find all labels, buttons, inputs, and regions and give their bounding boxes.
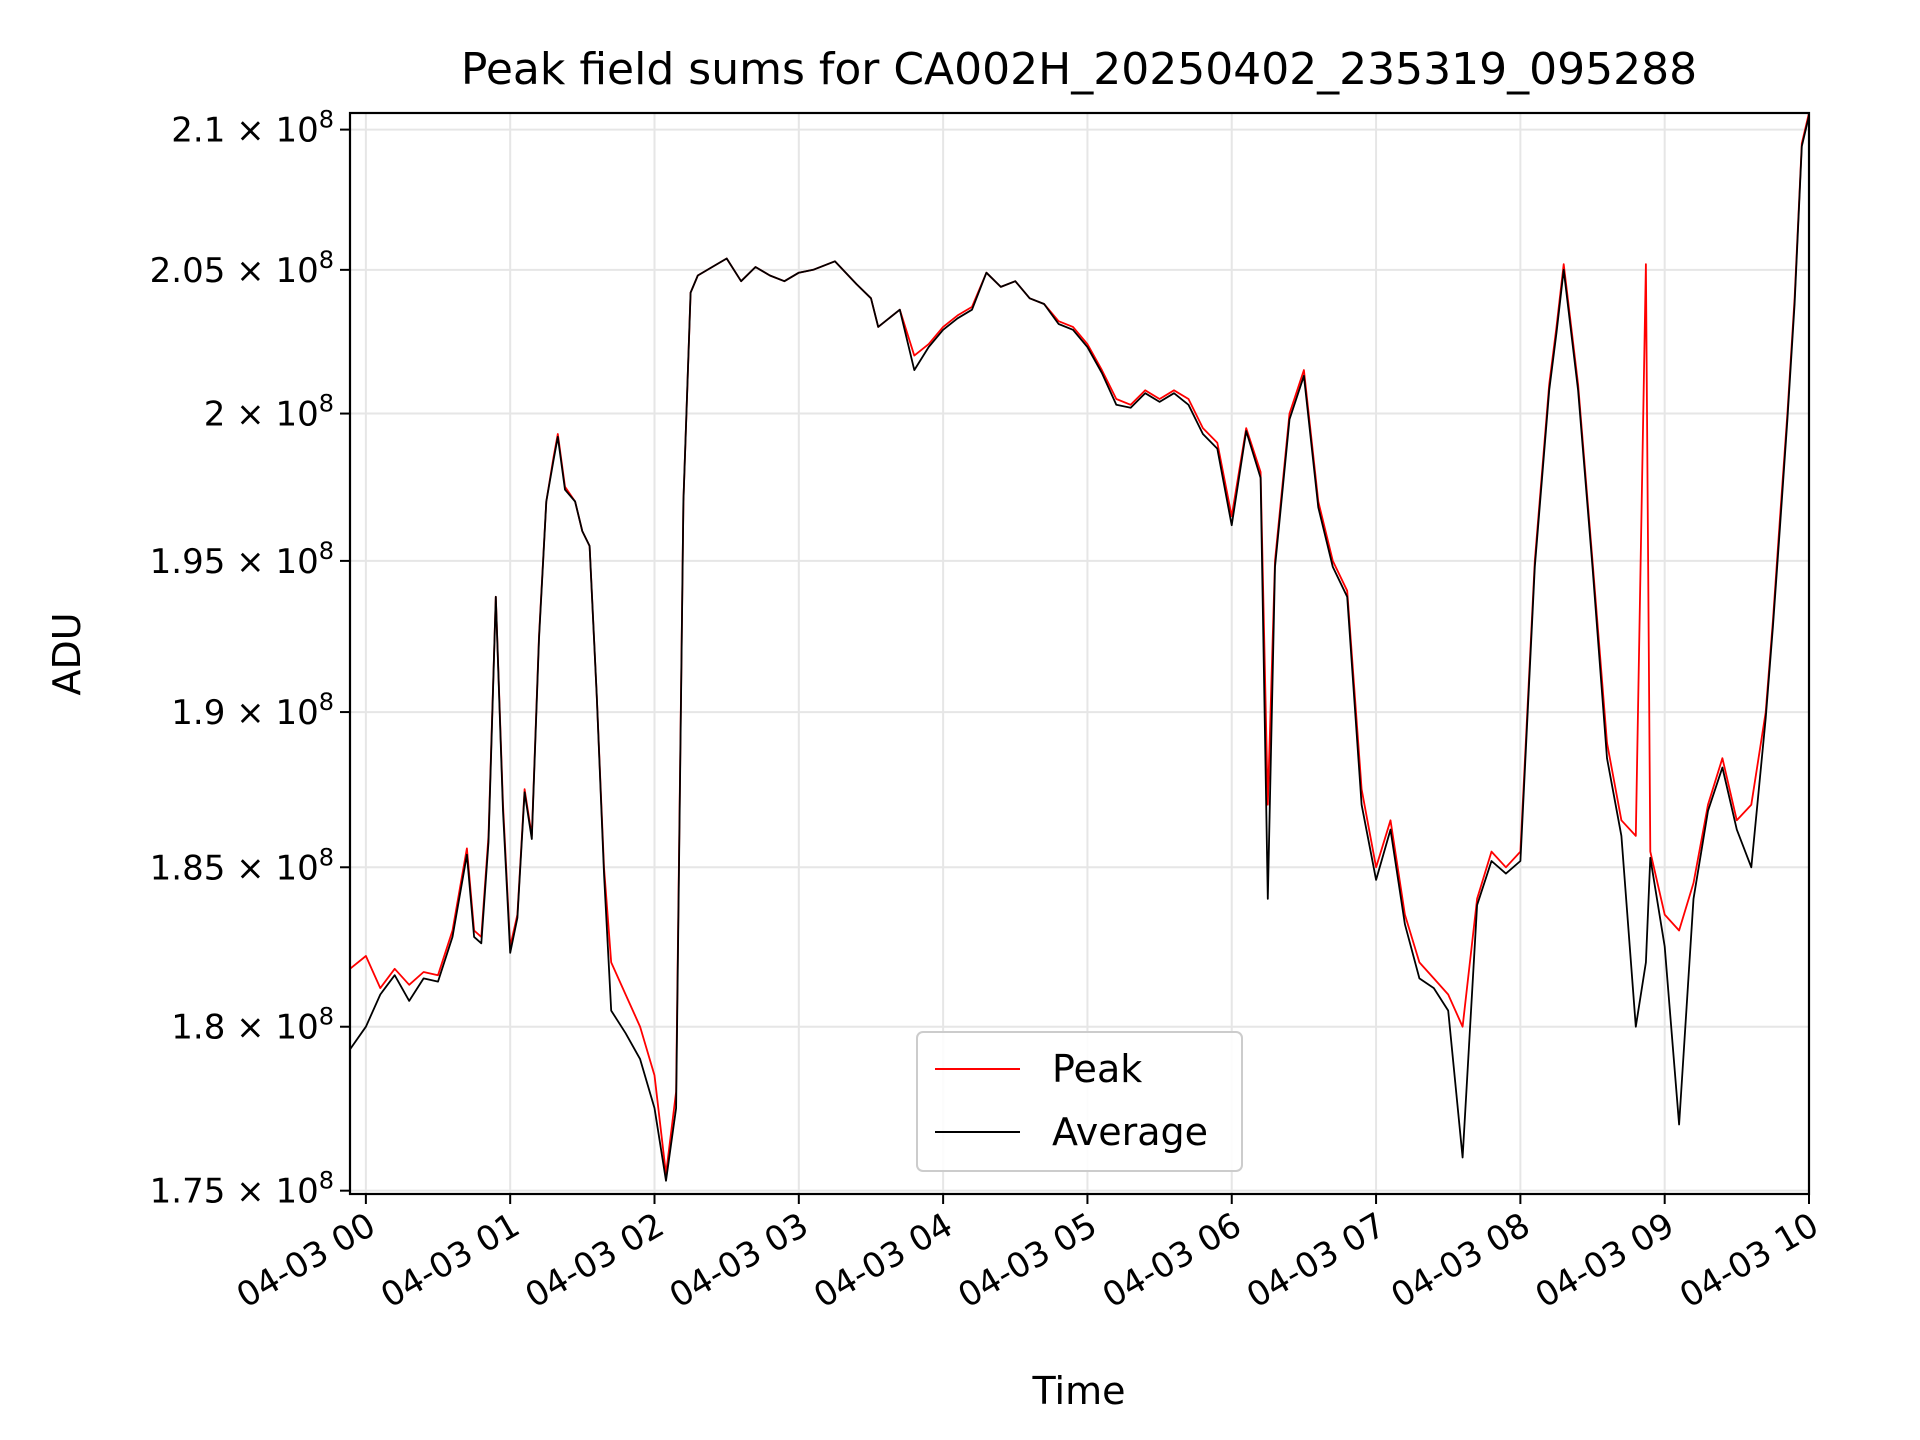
legend-box bbox=[916, 1031, 1243, 1172]
chart-title: Peak field sums for CA002H_20250402_2353… bbox=[461, 44, 1697, 95]
y-axis: 1.75 × 108 1.8 × 108 1.85 × 108 1.9 × 108 1.… bbox=[150, 106, 350, 1212]
y-tick-label: 1.9 × 108 bbox=[171, 688, 334, 733]
y-tick-label: 1.95 × 108 bbox=[150, 537, 334, 582]
y-tick-label: 2.1 × 108 bbox=[171, 106, 334, 151]
y-tick-label: 1.85 × 108 bbox=[150, 843, 334, 888]
y-tick-label: 2.05 × 108 bbox=[150, 246, 334, 291]
legend-average-label: Average bbox=[1052, 1110, 1208, 1154]
y-axis-label: ADU bbox=[45, 612, 89, 695]
y-tick-label: 1.8 × 108 bbox=[171, 1003, 334, 1048]
series-line-average bbox=[349, 115, 1810, 1182]
y-tick-label: 1.75 × 108 bbox=[150, 1167, 334, 1212]
series-lines bbox=[349, 112, 1810, 1182]
legend: Peak Average bbox=[916, 1031, 1243, 1172]
x-axis-label: Time bbox=[1032, 1369, 1126, 1413]
plot-frame bbox=[348, 111, 1811, 1196]
legend-peak-label: Peak bbox=[1052, 1047, 1142, 1091]
y-tick-label: 2 × 108 bbox=[204, 390, 334, 435]
